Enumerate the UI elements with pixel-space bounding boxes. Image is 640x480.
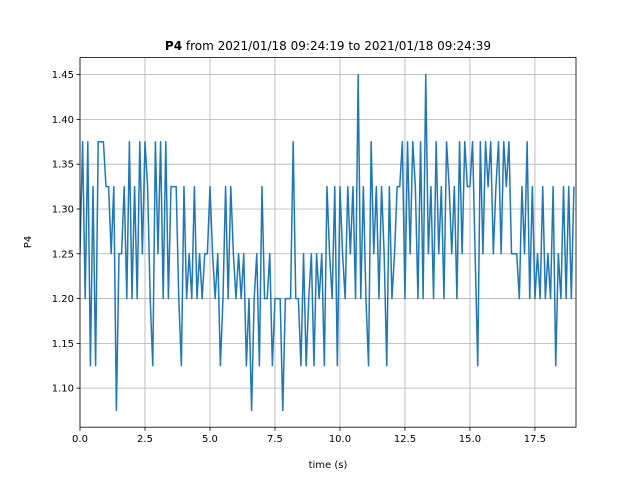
x-tick-label: 7.5 (267, 434, 283, 445)
x-tick-label: 17.5 (524, 434, 546, 445)
x-tick-label: 10.0 (329, 434, 351, 445)
x-tick-label: 12.5 (394, 434, 416, 445)
plot-frame (79, 57, 577, 428)
x-tick-label: 2.5 (137, 434, 153, 445)
y-tick-label: 1.10 (52, 384, 74, 395)
y-tick-label: 1.35 (52, 160, 74, 171)
x-tick-label: 0.0 (72, 434, 88, 445)
x-axis-label: time (s) (309, 460, 348, 471)
title-bold: P4 (165, 39, 182, 53)
y-tick-label: 1.25 (52, 249, 74, 260)
y-tick-label: 1.15 (52, 339, 74, 350)
y-tick-label: 1.40 (52, 115, 74, 126)
x-tick-label: 5.0 (202, 434, 218, 445)
y-axis-label: P4 (23, 236, 34, 248)
y-tick-label: 1.20 (52, 294, 74, 305)
title-text: from 2021/01/18 09:24:19 to 2021/01/18 0… (186, 39, 491, 53)
chart-title: P4 from 2021/01/18 09:24:19 to 2021/01/1… (165, 39, 491, 53)
x-tick-label: 15.0 (459, 434, 481, 445)
y-tick-label: 1.30 (52, 204, 74, 215)
data-line (80, 73, 575, 412)
y-tick-label: 1.45 (52, 70, 74, 81)
